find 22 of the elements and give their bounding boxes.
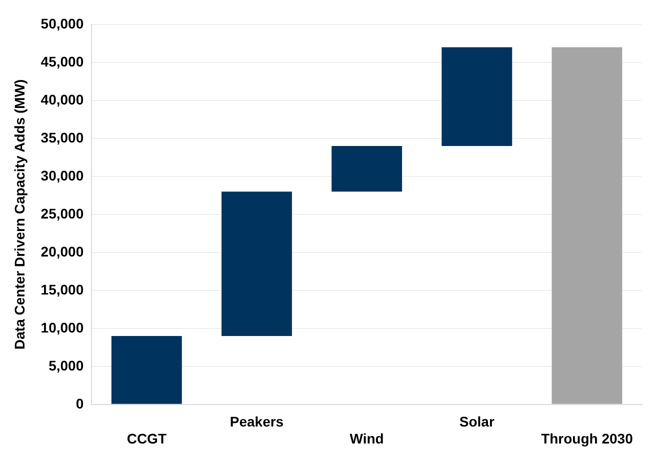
y-tick-label: 40,000 [40, 91, 84, 108]
x-tick-label: Wind [350, 430, 384, 446]
y-tick-label: 25,000 [40, 205, 84, 222]
x-tick-label: Through 2030 [541, 430, 634, 446]
y-tick-label: 30,000 [40, 167, 84, 184]
bar [552, 47, 622, 404]
y-tick-label: 35,000 [40, 129, 84, 146]
y-tick-label: 10,000 [40, 319, 84, 336]
x-tick-label: CCGT [126, 430, 167, 446]
y-tick-label: 5,000 [48, 357, 84, 374]
bar [222, 192, 292, 336]
y-tick-label: 20,000 [40, 243, 84, 260]
bar [442, 47, 512, 146]
bar [111, 336, 182, 404]
y-tick-label: 50,000 [40, 15, 84, 32]
y-axis-title: Data Center Drivern Capacity Adds (MW) [11, 79, 28, 350]
x-tick-label: Peakers [230, 414, 284, 430]
bar [332, 146, 402, 192]
y-tick-label: 45,000 [40, 53, 84, 70]
x-tick-label: Solar [459, 414, 495, 430]
y-tick-label: 0 [76, 395, 84, 412]
y-tick-label: 15,000 [40, 281, 84, 298]
